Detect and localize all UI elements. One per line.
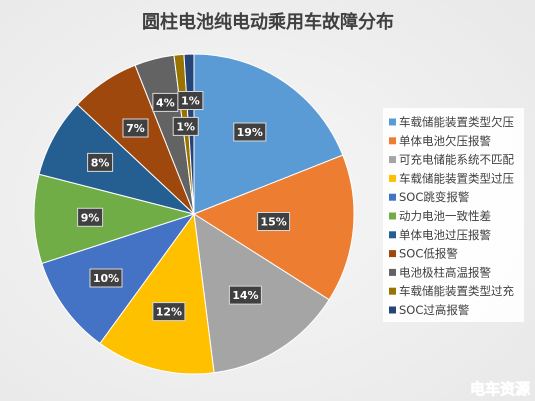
legend-item: 动力电池一致性差 xyxy=(389,209,491,223)
data-label-box xyxy=(122,118,149,138)
data-label-box xyxy=(228,285,262,305)
data-label: 7% xyxy=(122,118,149,138)
data-label-box xyxy=(177,91,204,110)
data-label-text: 7% xyxy=(126,122,145,135)
legend-label: 可充电储能系统不匹配 xyxy=(399,153,514,167)
data-labels: 19%15%14%12%10%9%8%7%4%1%1% xyxy=(77,91,291,322)
legend-item: 可充电储能系统不匹配 xyxy=(389,153,514,167)
legend-marker xyxy=(389,174,396,182)
legend-marker xyxy=(389,193,396,201)
legend-marker xyxy=(389,118,396,126)
legend-marker xyxy=(389,287,396,295)
data-label: 9% xyxy=(77,207,104,227)
pie-slice xyxy=(99,212,215,375)
data-label: 14% xyxy=(228,285,262,305)
pie-slice xyxy=(33,173,196,265)
legend-item: 单体电池欠压报警 xyxy=(389,134,491,148)
legend-marker xyxy=(389,306,396,314)
legend-marker xyxy=(389,268,396,276)
data-label: 19% xyxy=(233,122,267,142)
data-label-text: 15% xyxy=(260,216,286,229)
legend-item: 车载储能装置类型欠压 xyxy=(389,115,514,129)
data-label-text: 12% xyxy=(156,306,182,319)
data-label: 15% xyxy=(257,212,291,231)
legend-marker xyxy=(389,250,396,258)
chart-title: 圆柱电池纯电动乘用车故障分布 xyxy=(142,11,394,33)
data-label: 4% xyxy=(152,92,179,112)
legend-marker xyxy=(389,137,396,145)
legend-item: 单体电池过压报警 xyxy=(389,228,491,242)
data-label-text: 4% xyxy=(156,96,175,109)
data-label: 8% xyxy=(87,152,114,172)
legend-label: SOC跳变报警 xyxy=(399,190,470,204)
data-label-text: 9% xyxy=(81,211,100,224)
data-label-text: 10% xyxy=(93,272,119,285)
data-label-box xyxy=(87,152,114,172)
legend-item: SOC过高报警 xyxy=(389,303,470,317)
data-label-text: 1% xyxy=(176,120,195,133)
legend-item: SOC低报警 xyxy=(389,247,458,261)
legend-label: 车载储能装置类型过充 xyxy=(399,284,514,298)
legend-label: 电池极柱高温报警 xyxy=(399,265,491,279)
legend-label: 动力电池一致性差 xyxy=(399,209,491,223)
data-label: 1% xyxy=(177,91,204,110)
data-label-box xyxy=(172,116,199,136)
data-label-text: 1% xyxy=(181,95,200,108)
data-label-box xyxy=(77,207,104,227)
legend-item: 车载储能装置类型过充 xyxy=(389,284,514,298)
data-label-box xyxy=(257,212,291,231)
legend-marker xyxy=(389,231,396,239)
legend-label: 单体电池过压报警 xyxy=(399,228,491,242)
data-label-text: 19% xyxy=(237,126,263,139)
legend-label: 单体电池欠压报警 xyxy=(399,134,491,148)
data-label-text: 14% xyxy=(232,289,258,302)
legend-label: SOC过高报警 xyxy=(399,303,470,317)
legend-item: 车载储能装置类型过压 xyxy=(389,171,514,185)
legend-marker xyxy=(389,212,396,220)
legend-label: 车载储能装置类型欠压 xyxy=(399,115,514,129)
data-label: 12% xyxy=(152,302,186,322)
legend-label: SOC低报警 xyxy=(399,247,458,261)
data-label: 10% xyxy=(89,268,123,288)
data-label-box xyxy=(89,268,123,288)
legend-item: 电池极柱高温报警 xyxy=(389,265,491,279)
data-label-box xyxy=(152,302,186,322)
legend-box xyxy=(383,108,524,322)
watermark: 电车资源 xyxy=(470,380,530,398)
data-label-text: 8% xyxy=(91,156,110,169)
legend-marker xyxy=(389,156,396,164)
data-label-box xyxy=(233,122,267,142)
legend-label: 车载储能装置类型过压 xyxy=(399,171,514,185)
legend-item: SOC跳变报警 xyxy=(389,190,470,204)
data-label: 1% xyxy=(172,116,199,136)
pie-slice xyxy=(193,53,344,215)
